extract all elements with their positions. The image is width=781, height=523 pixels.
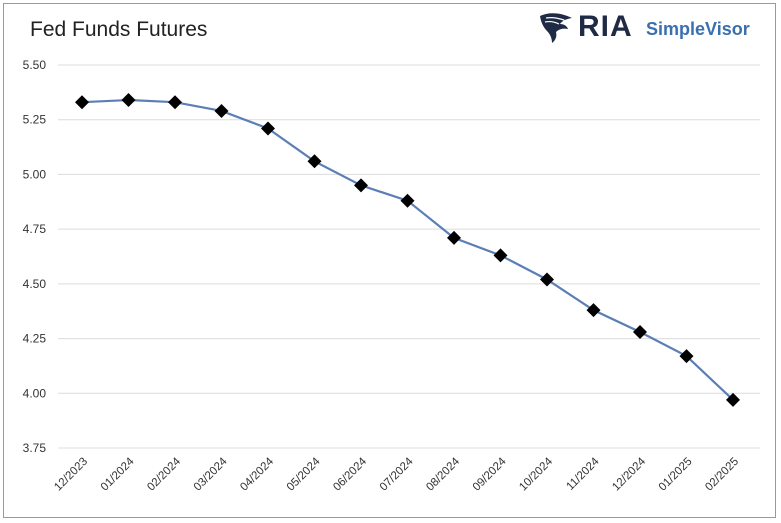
x-tick-label: 08/2024 — [424, 455, 462, 493]
x-tick-label: 11/2024 — [564, 455, 602, 493]
series-line — [81, 98, 734, 401]
data-point-marker — [75, 95, 89, 110]
x-tick-label: 07/2024 — [378, 455, 416, 493]
y-tick-label: 4.00 — [23, 386, 47, 400]
y-tick-label: 4.75 — [23, 222, 47, 236]
x-tick-label: 02/2025 — [703, 456, 741, 494]
logo-product-text: SimpleVisor — [646, 19, 750, 39]
grid-lines — [58, 64, 760, 449]
y-tick-label: 3.75 — [23, 441, 47, 455]
data-point-marker — [307, 154, 322, 169]
y-axis-ticks: 3.75 4.00 4.25 4.50 4.75 5.00 5.25 5.50 — [23, 58, 47, 455]
x-tick-label: 02/2024 — [145, 455, 183, 493]
series-line-layer — [81, 98, 734, 401]
x-tick-label: 03/2024 — [192, 455, 230, 493]
data-point-marker — [447, 230, 461, 245]
x-tick-label: 12/2023 — [52, 456, 90, 494]
ria-simplevisor-logo: RIA SimpleVisor — [538, 10, 763, 46]
data-point-marker — [493, 248, 508, 263]
y-tick-label: 4.25 — [23, 332, 47, 346]
x-tick-label: 09/2024 — [471, 455, 509, 493]
x-axis-ticks: 12/2023 01/2024 02/2024 03/2024 04/2024 05/20… — [52, 455, 741, 493]
data-point-marker — [679, 349, 694, 364]
data-point-marker — [586, 303, 601, 318]
chart-frame — [3, 3, 776, 518]
y-tick-label: 5.25 — [23, 113, 47, 127]
x-tick-label: 01/2025 — [657, 456, 695, 494]
x-tick-label: 12/2024 — [610, 455, 648, 493]
data-point-marker — [540, 272, 554, 287]
data-point-marker — [726, 392, 740, 407]
y-tick-label: 5.00 — [23, 167, 47, 181]
data-point-marker — [121, 93, 136, 108]
marker-layer — [75, 93, 740, 407]
x-tick-label: 10/2024 — [517, 455, 555, 493]
data-point-marker — [168, 95, 182, 110]
data-point-marker — [214, 103, 229, 118]
logo-brand-text: RIA — [578, 10, 633, 43]
data-point-marker — [354, 178, 368, 193]
chart-title: Fed Funds Futures — [30, 18, 208, 41]
y-tick-label: 5.50 — [23, 58, 47, 72]
data-point-marker — [261, 121, 275, 136]
x-tick-label: 05/2024 — [285, 455, 323, 493]
data-point-marker — [633, 325, 647, 340]
x-tick-label: 01/2024 — [99, 455, 137, 493]
eagle-logo-icon — [540, 13, 572, 43]
data-point-marker — [400, 193, 415, 208]
x-tick-label: 04/2024 — [238, 455, 276, 493]
x-tick-label: 06/2024 — [331, 455, 369, 493]
y-tick-label: 4.50 — [23, 277, 47, 291]
